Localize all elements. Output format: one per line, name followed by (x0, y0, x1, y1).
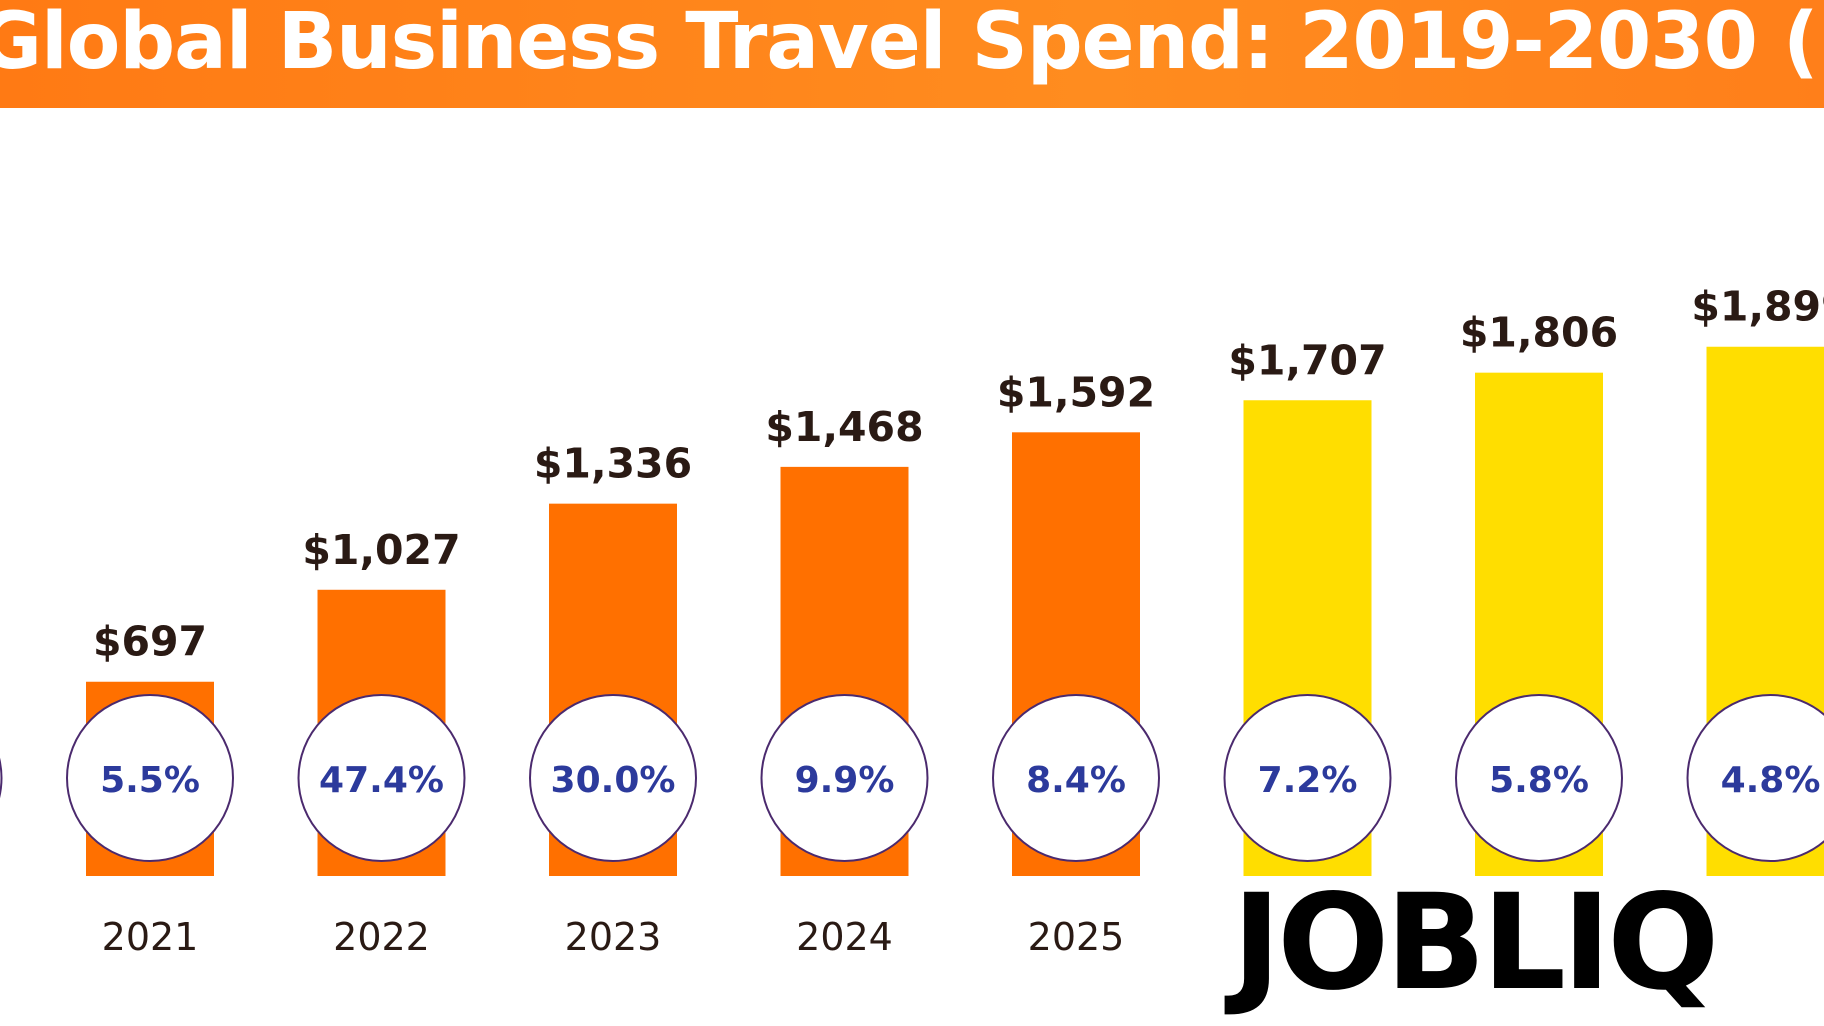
growth-circle (66, 694, 234, 862)
x-tick-label: 2024 (796, 915, 893, 959)
growth-circle (1455, 694, 1623, 862)
x-tick-label: 2022 (333, 915, 430, 959)
x-tick-label: 2023 (565, 915, 662, 959)
growth-rate-label: 8.4% (1026, 760, 1126, 801)
bar-value-label: $1,027 (302, 526, 460, 574)
growth-rate-label: 30.0% (551, 760, 676, 801)
bar-value-label: $1,806 (1460, 309, 1618, 357)
growth-rate-label: 5.5% (100, 760, 200, 801)
growth-circle (529, 694, 697, 862)
bar-value-label: $1,468 (765, 403, 923, 451)
bar-value-label: $1,707 (1228, 336, 1386, 384)
chart-title: Global Business Travel Spend: 2019-2030 … (0, 0, 1824, 87)
title-band: Global Business Travel Spend: 2019-2030 … (0, 0, 1824, 108)
bar-value-label: $697 (93, 618, 207, 666)
bar-value-label: $1,336 (534, 440, 692, 488)
x-tick-label: 2025 (1028, 915, 1125, 959)
bar-value-label: $1,592 (997, 368, 1155, 416)
growth-circle (297, 694, 466, 862)
growth-circle (760, 694, 929, 862)
growth-rate-label: 4.8% (1721, 760, 1821, 801)
growth-circle (1686, 694, 1824, 862)
growth-circle-prev (0, 757, 3, 799)
growth-circle (992, 694, 1160, 862)
growth-rate-label: 5.8% (1489, 760, 1589, 801)
bar-value-label: $1,899 (1691, 283, 1824, 331)
x-tick-label: 2021 (102, 915, 199, 959)
growth-rate-label: 9.9% (795, 760, 895, 801)
growth-rate-label: 7.2% (1258, 760, 1358, 801)
growth-rate-label: 47.4% (319, 760, 444, 801)
watermark-backdrop (1232, 878, 1824, 1008)
watermark-logo: JOBLIQ (1232, 866, 1719, 1020)
growth-circle (1223, 694, 1392, 862)
